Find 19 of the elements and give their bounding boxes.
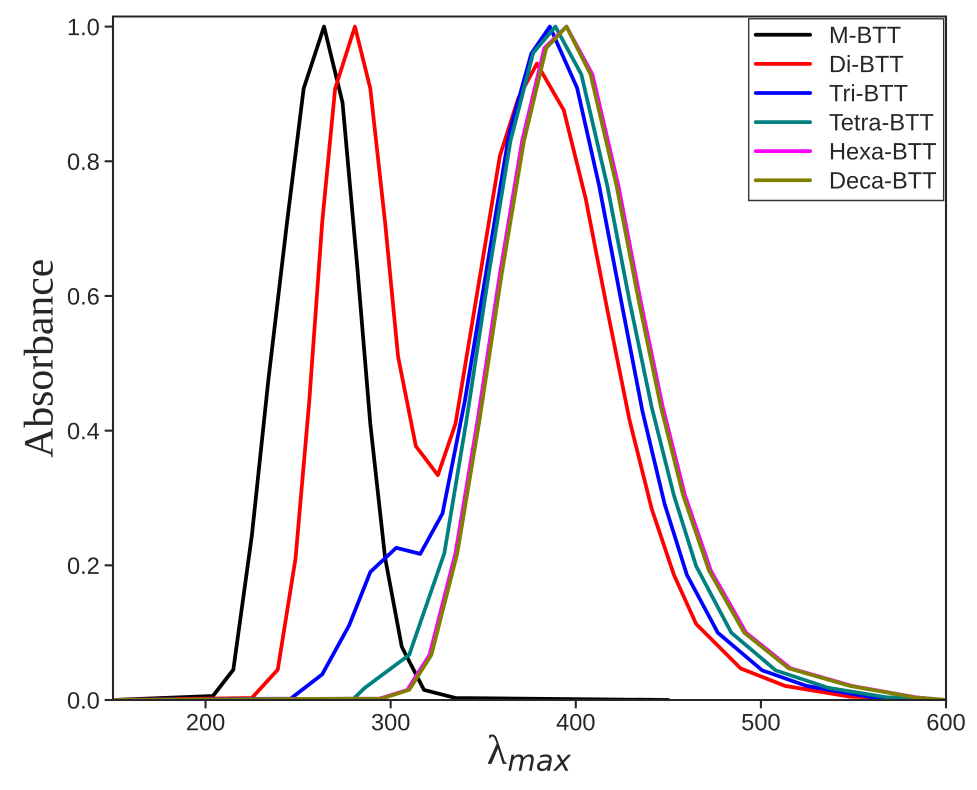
y-tick-label: 0.2 [68, 557, 99, 574]
y-tick-label: 0.4 [68, 422, 100, 440]
y-tick-label: 0.0 [68, 692, 99, 709]
y-tick-label: 0.6 [68, 288, 99, 305]
x-tick-label: 300 [372, 714, 410, 731]
legend-label: Deca-BTT [830, 172, 936, 189]
legend-label: Tri-BTT [830, 84, 908, 102]
y-tick-label: 0.8 [68, 153, 99, 170]
y-tick-label: 1.0 [68, 18, 99, 36]
x-axis-title: λ$_{max}$ [488, 734, 572, 772]
legend-label: Tetra-BTT [830, 114, 934, 131]
x-tick-label: 200 [187, 714, 224, 731]
legend-label: Di-BTT [830, 55, 904, 72]
legend-label: M-BTT [830, 26, 901, 44]
x-tick-label: 500 [742, 714, 780, 731]
x-tick-label: 600 [928, 714, 965, 731]
x-tick-label: 400 [556, 714, 595, 731]
y-axis-title: Absorbance [24, 260, 53, 458]
legend-label: Hexa-BTT [830, 143, 936, 160]
